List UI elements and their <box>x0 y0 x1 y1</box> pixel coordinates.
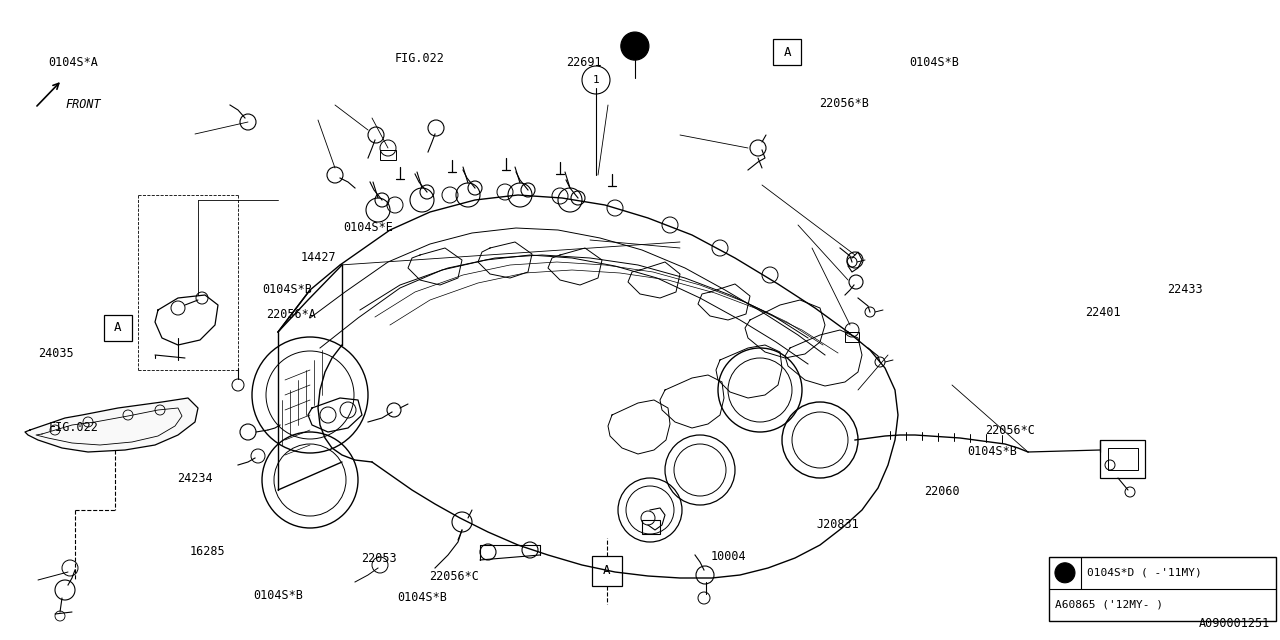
Text: A: A <box>114 321 122 334</box>
Bar <box>773 40 801 65</box>
Text: 0104S*A: 0104S*A <box>49 56 99 69</box>
Text: 22401: 22401 <box>1085 306 1121 319</box>
Text: 22056*C: 22056*C <box>986 424 1036 436</box>
Text: 10004: 10004 <box>710 550 746 563</box>
Bar <box>1108 448 1138 470</box>
Text: A60865 ('12MY- ): A60865 ('12MY- ) <box>1055 600 1164 610</box>
Text: 22433: 22433 <box>1167 283 1203 296</box>
Text: A: A <box>603 564 611 577</box>
Text: 14427: 14427 <box>301 251 337 264</box>
Text: 22060: 22060 <box>924 485 960 498</box>
Text: 1: 1 <box>593 75 599 85</box>
Bar <box>643 520 660 534</box>
Text: 24035: 24035 <box>38 347 74 360</box>
Text: FIG.022: FIG.022 <box>394 52 444 65</box>
Bar <box>380 150 396 160</box>
Text: A: A <box>783 46 791 59</box>
Text: 22691: 22691 <box>566 56 602 69</box>
Text: 0104S*B: 0104S*B <box>909 56 959 69</box>
Text: FIG.022: FIG.022 <box>49 421 99 434</box>
Bar <box>1050 557 1276 621</box>
Text: 0104S*E: 0104S*E <box>343 221 393 234</box>
Text: 16285: 16285 <box>189 545 225 558</box>
Text: 0104S*B: 0104S*B <box>262 283 312 296</box>
Circle shape <box>1055 563 1075 583</box>
Text: 24234: 24234 <box>177 472 212 485</box>
Text: 1: 1 <box>1062 568 1068 578</box>
Bar <box>1100 440 1146 478</box>
Text: 0104S*D ( -'11MY): 0104S*D ( -'11MY) <box>1087 568 1202 578</box>
Text: J20831: J20831 <box>817 518 859 531</box>
Text: 0104S*B: 0104S*B <box>253 589 303 602</box>
Text: 22056*A: 22056*A <box>266 308 316 321</box>
Polygon shape <box>26 398 198 452</box>
Bar <box>104 315 132 340</box>
Text: 0104S*B: 0104S*B <box>968 445 1018 458</box>
Circle shape <box>621 32 649 60</box>
Text: 22056*C: 22056*C <box>429 570 479 582</box>
Bar <box>845 332 859 342</box>
Text: A090001251: A090001251 <box>1199 617 1270 630</box>
Text: 1: 1 <box>631 40 639 52</box>
Text: 22053: 22053 <box>361 552 397 564</box>
Text: FRONT: FRONT <box>65 99 101 111</box>
Text: 22056*B: 22056*B <box>819 97 869 110</box>
Text: 0104S*B: 0104S*B <box>397 591 447 604</box>
Bar <box>591 556 622 586</box>
